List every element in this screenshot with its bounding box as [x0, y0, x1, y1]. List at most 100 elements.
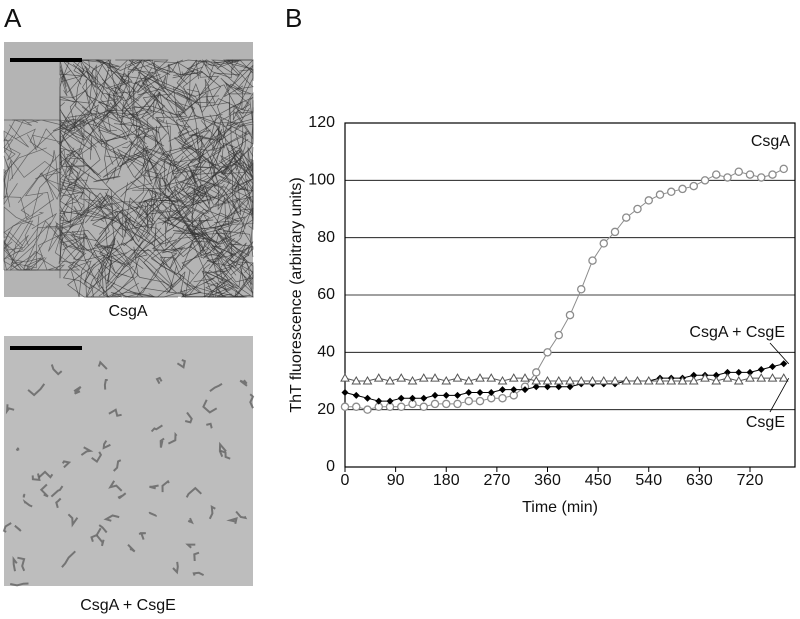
- texture: [155, 376, 163, 385]
- texture: [134, 73, 205, 151]
- texture: [204, 267, 240, 298]
- x-tick-label: 180: [433, 472, 460, 489]
- marker: [712, 170, 721, 179]
- texture: [103, 514, 120, 522]
- marker: [498, 393, 507, 403]
- texture: [22, 499, 33, 508]
- texture: [130, 158, 194, 217]
- texture: [59, 230, 171, 269]
- texture: [110, 236, 178, 298]
- marker: [442, 391, 450, 399]
- texture: [185, 486, 202, 498]
- texture: [84, 65, 138, 137]
- texture: [114, 242, 174, 288]
- series-line: [344, 363, 784, 402]
- marker: [722, 373, 733, 382]
- texture: [138, 158, 178, 224]
- texture: [137, 135, 203, 197]
- marker: [385, 375, 395, 385]
- marker: [598, 375, 609, 385]
- texture: [197, 128, 249, 178]
- texture: [129, 120, 172, 225]
- marker: [351, 402, 361, 412]
- caption: CsgA + CsgE: [80, 597, 176, 614]
- marker: [554, 330, 564, 340]
- marker: [418, 373, 429, 382]
- marker: [690, 371, 698, 379]
- texture: [173, 72, 220, 102]
- texture: [187, 243, 254, 293]
- marker: [396, 373, 407, 382]
- texture: [137, 198, 179, 219]
- marker: [779, 164, 789, 174]
- texture: [50, 485, 64, 498]
- texture: [2, 522, 12, 533]
- series-label: CsgA: [751, 133, 790, 150]
- marker: [588, 256, 597, 265]
- texture: [71, 249, 141, 298]
- texture: [215, 77, 250, 144]
- texture: [164, 216, 232, 248]
- marker: [644, 196, 654, 205]
- marker: [610, 227, 620, 237]
- texture: [67, 263, 105, 298]
- marker: [544, 383, 551, 391]
- texture: [249, 393, 255, 409]
- texture: [78, 70, 125, 165]
- panel-label: B: [285, 3, 302, 33]
- texture: [53, 221, 74, 264]
- texture: [61, 179, 123, 252]
- texture: [199, 59, 254, 79]
- texture: [214, 157, 254, 223]
- texture: [186, 59, 240, 81]
- texture: [27, 383, 46, 397]
- texture: [109, 86, 188, 180]
- texture: [138, 532, 146, 540]
- marker: [553, 375, 564, 385]
- marker: [396, 402, 406, 412]
- texture: [239, 148, 254, 186]
- marker: [441, 399, 451, 409]
- marker: [734, 167, 744, 176]
- marker: [622, 213, 631, 222]
- texture: [90, 148, 172, 222]
- marker: [599, 239, 609, 248]
- marker: [633, 204, 642, 214]
- texture: [39, 483, 49, 498]
- marker: [577, 285, 586, 294]
- texture: [5, 404, 15, 415]
- y-tick-label: 0: [326, 458, 335, 475]
- marker: [689, 181, 699, 191]
- texture: [108, 480, 123, 492]
- texture: [239, 379, 248, 387]
- texture: [67, 513, 79, 528]
- texture: [214, 164, 243, 228]
- texture: [167, 59, 218, 85]
- texture: [220, 449, 231, 460]
- texture: [17, 556, 26, 572]
- texture: [127, 543, 136, 553]
- texture: [170, 228, 203, 261]
- texture: [22, 493, 26, 498]
- texture: [38, 470, 54, 479]
- texture: [71, 202, 143, 250]
- texture: [207, 252, 236, 298]
- texture: [231, 130, 254, 192]
- texture: [150, 424, 163, 433]
- texture: [239, 179, 254, 237]
- marker: [340, 373, 350, 382]
- texture: [188, 164, 226, 205]
- texture: [96, 534, 105, 547]
- texture: [108, 408, 122, 417]
- marker: [566, 383, 574, 391]
- marker: [476, 388, 484, 396]
- marker: [475, 396, 485, 406]
- x-tick-label: 270: [484, 472, 511, 489]
- texture: [114, 91, 165, 134]
- texture: [98, 524, 108, 534]
- texture: [70, 236, 134, 285]
- texture: [12, 119, 67, 127]
- texture: [150, 145, 193, 195]
- texture: [181, 251, 242, 290]
